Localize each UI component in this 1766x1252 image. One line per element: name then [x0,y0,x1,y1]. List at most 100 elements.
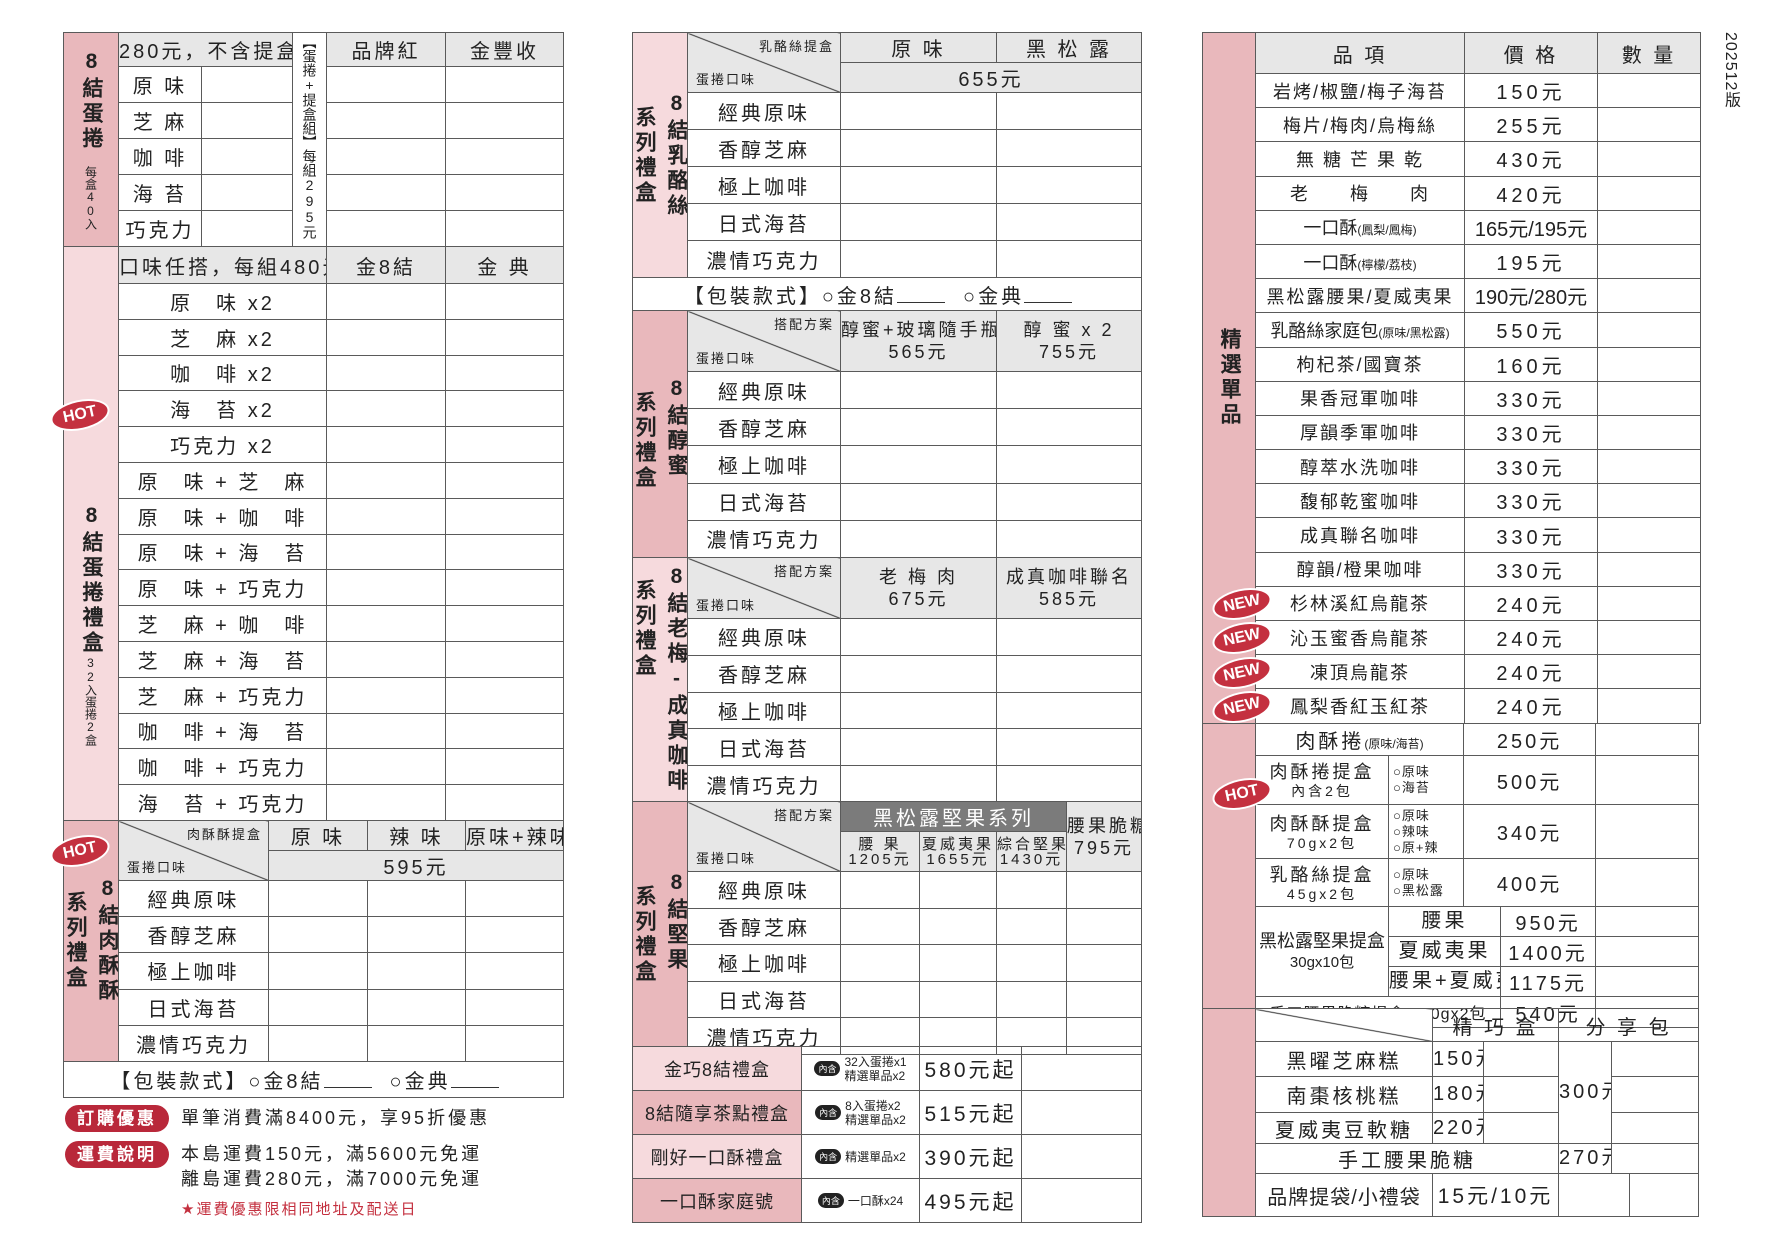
quantity-cell[interactable] [326,102,446,139]
quantity-cell[interactable] [445,784,564,821]
quantity-cell[interactable] [201,210,293,247]
quantity-cell[interactable] [326,354,446,392]
quantity-cell[interactable] [201,174,293,211]
quantity-cell[interactable] [840,92,997,130]
quantity-cell[interactable] [1483,1041,1559,1077]
quantity-cell[interactable] [445,533,564,571]
flavor-option[interactable]: ○海苔 [1393,780,1430,795]
quantity-cell[interactable] [1595,804,1700,859]
flavor-option[interactable]: ○辣味 [1393,823,1430,839]
quantity-cell[interactable] [445,569,564,607]
quantity-cell[interactable] [996,240,1142,278]
quantity-cell[interactable] [445,174,564,211]
quantity-cell[interactable] [1597,380,1701,416]
quantity-cell[interactable] [840,654,997,693]
quantity-cell[interactable] [445,640,564,678]
quantity-cell[interactable] [326,640,446,678]
quantity-cell[interactable] [326,784,446,821]
quantity-cell[interactable] [996,907,1067,946]
quantity-cell[interactable] [445,605,564,642]
quantity-cell[interactable] [1610,1076,1700,1113]
quantity-cell[interactable] [326,138,446,175]
quantity-cell[interactable] [840,203,997,241]
quantity-cell[interactable] [1597,312,1701,348]
quantity-cell[interactable] [1021,1090,1142,1135]
packaging-option-jindian[interactable]: ○金典 [963,285,1025,308]
quantity-cell[interactable] [326,569,446,607]
quantity-cell[interactable] [445,676,564,714]
quantity-cell[interactable] [465,988,564,1026]
quantity-cell[interactable] [1066,871,1142,909]
quantity-cell[interactable] [840,445,997,484]
quantity-cell[interactable] [201,66,293,103]
quantity-cell[interactable] [1595,906,1700,937]
quantity-cell[interactable] [445,318,564,356]
quantity-cell[interactable] [326,748,446,786]
packaging-gold8-blank[interactable] [323,1073,372,1088]
packaging-jindian-blank[interactable] [1024,288,1073,303]
quantity-cell[interactable] [1021,1134,1142,1179]
quantity-cell[interactable] [1597,243,1701,280]
quantity-cell[interactable] [1597,414,1701,451]
quantity-cell[interactable] [1483,1112,1559,1144]
quantity-cell[interactable] [840,728,997,767]
packaging-gold8-blank[interactable] [897,288,946,303]
quantity-cell[interactable] [840,370,997,410]
quantity-cell[interactable] [1628,1173,1700,1217]
quantity-cell[interactable] [326,66,446,103]
quantity-cell[interactable] [1597,175,1701,211]
quantity-cell[interactable] [1595,755,1700,805]
quantity-cell[interactable] [326,283,446,320]
quantity-cell[interactable] [996,203,1142,241]
quantity-cell[interactable] [1597,619,1701,656]
quantity-cell[interactable] [1021,1046,1142,1091]
quantity-cell[interactable] [326,461,446,499]
quantity-cell[interactable] [996,519,1142,558]
quantity-cell[interactable] [465,1024,564,1062]
flavor-option[interactable]: ○原味 [1393,764,1430,779]
flavor-option[interactable]: ○原味 [1393,866,1430,882]
quantity-cell[interactable] [996,618,1142,656]
quantity-cell[interactable] [1597,517,1701,553]
packaging-option-jindian[interactable]: ○金典 [389,1070,451,1093]
quantity-cell[interactable] [919,907,997,946]
quantity-cell[interactable] [1066,944,1142,982]
quantity-cell[interactable] [840,618,997,656]
quantity-cell[interactable] [1066,907,1142,946]
quantity-cell[interactable] [1595,936,1700,967]
quantity-cell[interactable] [996,980,1067,1019]
quantity-cell[interactable] [1597,346,1701,382]
quantity-cell[interactable] [1066,980,1142,1019]
quantity-cell[interactable] [268,916,368,954]
quantity-cell[interactable] [367,952,466,990]
quantity-cell[interactable] [268,879,368,918]
quantity-cell[interactable] [840,482,997,521]
quantity-cell[interactable] [445,390,564,428]
quantity-cell[interactable] [996,408,1142,447]
quantity-cell[interactable] [1597,107,1701,143]
quantity-cell[interactable] [1558,1173,1630,1217]
quantity-cell[interactable] [1595,723,1700,756]
quantity-cell[interactable] [367,988,466,1026]
quantity-cell[interactable] [1597,449,1701,485]
quantity-cell[interactable] [445,497,564,535]
quantity-cell[interactable] [465,916,564,954]
quantity-cell[interactable] [465,879,564,918]
quantity-cell[interactable] [445,461,564,499]
quantity-cell[interactable] [326,426,446,463]
quantity-cell[interactable] [1597,72,1701,109]
quantity-cell[interactable] [1597,278,1701,314]
quantity-cell[interactable] [326,533,446,571]
quantity-cell[interactable] [840,871,920,909]
quantity-cell[interactable] [445,138,564,175]
quantity-cell[interactable] [445,283,564,320]
quantity-cell[interactable] [367,879,466,918]
quantity-cell[interactable] [326,174,446,211]
quantity-cell[interactable] [201,102,293,139]
quantity-cell[interactable] [268,988,368,1026]
quantity-cell[interactable] [840,980,920,1019]
quantity-cell[interactable] [840,765,997,803]
quantity-cell[interactable] [1597,654,1701,690]
quantity-cell[interactable] [445,102,564,139]
quantity-cell[interactable] [996,728,1142,767]
